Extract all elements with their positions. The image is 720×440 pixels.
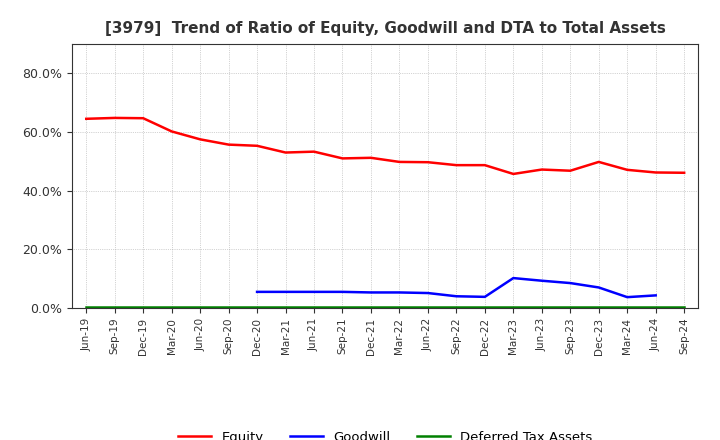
Deferred Tax Assets: [595, 304, 603, 309]
Goodwill: [338, 289, 347, 294]
Deferred Tax Assets: [225, 304, 233, 309]
Line: Goodwill: Goodwill: [257, 278, 656, 297]
Deferred Tax Assets: [282, 304, 290, 309]
Goodwill: [253, 289, 261, 294]
Goodwill: [480, 294, 489, 300]
Equity: [595, 159, 603, 165]
Equity: [167, 129, 176, 134]
Equity: [566, 168, 575, 173]
Deferred Tax Assets: [480, 304, 489, 309]
Title: [3979]  Trend of Ratio of Equity, Goodwill and DTA to Total Assets: [3979] Trend of Ratio of Equity, Goodwil…: [105, 21, 665, 36]
Deferred Tax Assets: [366, 304, 375, 309]
Equity: [395, 159, 404, 165]
Equity: [509, 171, 518, 176]
Goodwill: [423, 290, 432, 296]
Deferred Tax Assets: [509, 304, 518, 309]
Equity: [110, 115, 119, 121]
Deferred Tax Assets: [253, 304, 261, 309]
Deferred Tax Assets: [338, 304, 347, 309]
Equity: [623, 167, 631, 172]
Deferred Tax Assets: [310, 304, 318, 309]
Deferred Tax Assets: [566, 304, 575, 309]
Equity: [310, 149, 318, 154]
Equity: [537, 167, 546, 172]
Equity: [282, 150, 290, 155]
Deferred Tax Assets: [82, 304, 91, 309]
Deferred Tax Assets: [423, 304, 432, 309]
Deferred Tax Assets: [652, 304, 660, 309]
Equity: [253, 143, 261, 148]
Goodwill: [652, 293, 660, 298]
Goodwill: [566, 280, 575, 286]
Equity: [680, 170, 688, 176]
Goodwill: [537, 278, 546, 283]
Deferred Tax Assets: [139, 304, 148, 309]
Equity: [338, 156, 347, 161]
Goodwill: [623, 294, 631, 300]
Deferred Tax Assets: [452, 304, 461, 309]
Equity: [452, 162, 461, 168]
Equity: [82, 116, 91, 121]
Equity: [366, 155, 375, 161]
Deferred Tax Assets: [196, 304, 204, 309]
Deferred Tax Assets: [537, 304, 546, 309]
Goodwill: [595, 285, 603, 290]
Deferred Tax Assets: [110, 304, 119, 309]
Legend: Equity, Goodwill, Deferred Tax Assets: Equity, Goodwill, Deferred Tax Assets: [173, 425, 598, 440]
Goodwill: [282, 289, 290, 294]
Equity: [196, 137, 204, 142]
Equity: [139, 116, 148, 121]
Equity: [652, 170, 660, 175]
Deferred Tax Assets: [680, 304, 688, 309]
Deferred Tax Assets: [623, 304, 631, 309]
Equity: [423, 160, 432, 165]
Line: Equity: Equity: [86, 118, 684, 174]
Goodwill: [366, 290, 375, 295]
Goodwill: [452, 293, 461, 299]
Deferred Tax Assets: [395, 304, 404, 309]
Equity: [225, 142, 233, 147]
Goodwill: [395, 290, 404, 295]
Goodwill: [509, 275, 518, 281]
Equity: [480, 162, 489, 168]
Goodwill: [310, 289, 318, 294]
Deferred Tax Assets: [167, 304, 176, 309]
